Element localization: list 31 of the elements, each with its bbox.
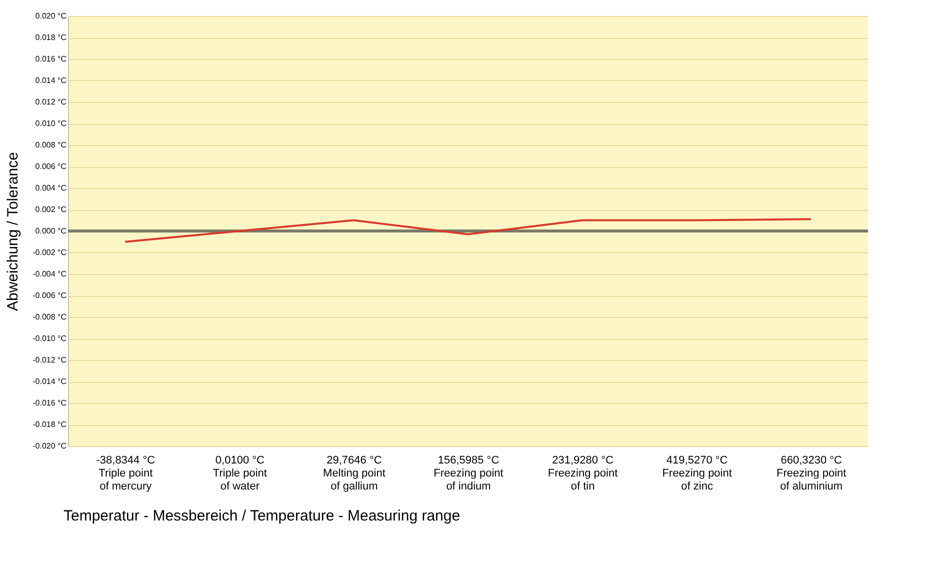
x-tick-label: 231,9280 °C Freezing point of tin [548, 454, 618, 492]
y-tick-label: -0.018 °C [32, 420, 67, 429]
y-tick-label: 0.006 °C [35, 162, 67, 171]
x-tick-label: 29,7646 °C Melting point of gallium [323, 454, 386, 492]
y-tick-label: -0.016 °C [32, 398, 67, 408]
y-axis-title: Abweichung / Tolerance [4, 152, 22, 311]
x-tick-label: 660,3230 °C Freezing point of aluminium [776, 454, 846, 492]
y-tick-label: 0.008 °C [35, 140, 67, 150]
y-tick-label: -0.020 °C [32, 442, 67, 450]
y-tick-label: -0.006 °C [32, 291, 67, 300]
y-tick-label: -0.002 °C [32, 248, 67, 257]
x-tick-label: -38,8344 °C Triple point of mercury [96, 454, 156, 492]
y-tick-label: 0.014 °C [35, 76, 67, 85]
y-tick-label: 0.018 °C [35, 33, 67, 42]
y-tick-label: 0.012 °C [35, 98, 67, 106]
y-tick-label: -0.010 °C [32, 334, 67, 343]
y-tick-label: -0.008 °C [32, 312, 67, 322]
x-tick-label: 156,5985 °C Freezing point of indium [434, 454, 504, 492]
x-axis-title: Temperatur - Messbereich / Temperature - Measuring range [64, 508, 460, 524]
y-tick-label: 0.000 °C [35, 226, 67, 236]
y-tick-label: -0.014 °C [32, 377, 67, 386]
y-tick-label: 0.004 °C [35, 184, 67, 192]
x-tick-label: 0,0100 °C Triple point of water [212, 454, 267, 492]
line-series [124, 218, 812, 243]
y-tick-label: -0.004 °C [32, 270, 67, 278]
y-tick-label: 0.016 °C [35, 54, 67, 64]
y-tick-label: 0.002 °C [35, 205, 67, 214]
x-tick-label: 419,5270 °C Freezing point of zinc [662, 454, 732, 492]
y-tick-label: -0.012 °C [32, 356, 67, 364]
y-tick-label: 0.010 °C [35, 119, 67, 128]
y-tick-label: 0.020 °C [35, 12, 67, 20]
